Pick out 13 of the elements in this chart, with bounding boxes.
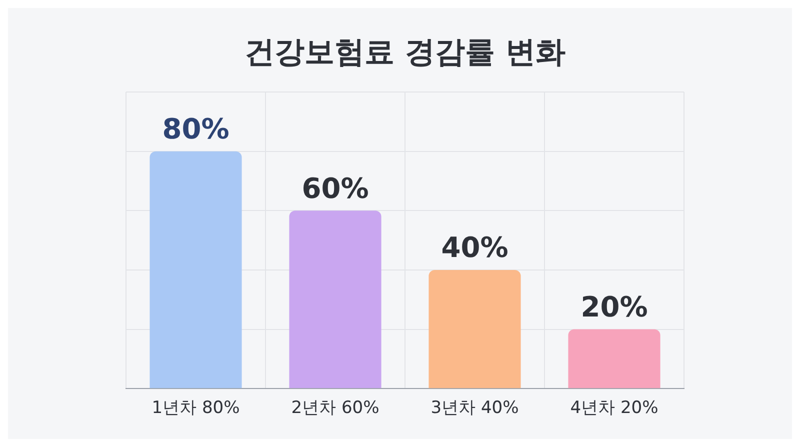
data-label: 80% [162,112,230,146]
x-tick-label: 2년차 60% [291,398,380,418]
data-label: 20% [580,290,648,324]
x-tick-label: 1년차 80% [152,398,240,418]
chart-title: 건강보험료 경감률 변화 [244,34,566,70]
data-label: 40% [441,231,508,264]
bar [150,151,242,388]
bar [428,270,521,388]
bar [289,210,382,388]
x-tick-label: 3년차 40% [430,398,519,418]
data-label: 60% [302,172,369,205]
bar [568,329,660,388]
x-tick-label: 4년차 20% [570,398,658,418]
